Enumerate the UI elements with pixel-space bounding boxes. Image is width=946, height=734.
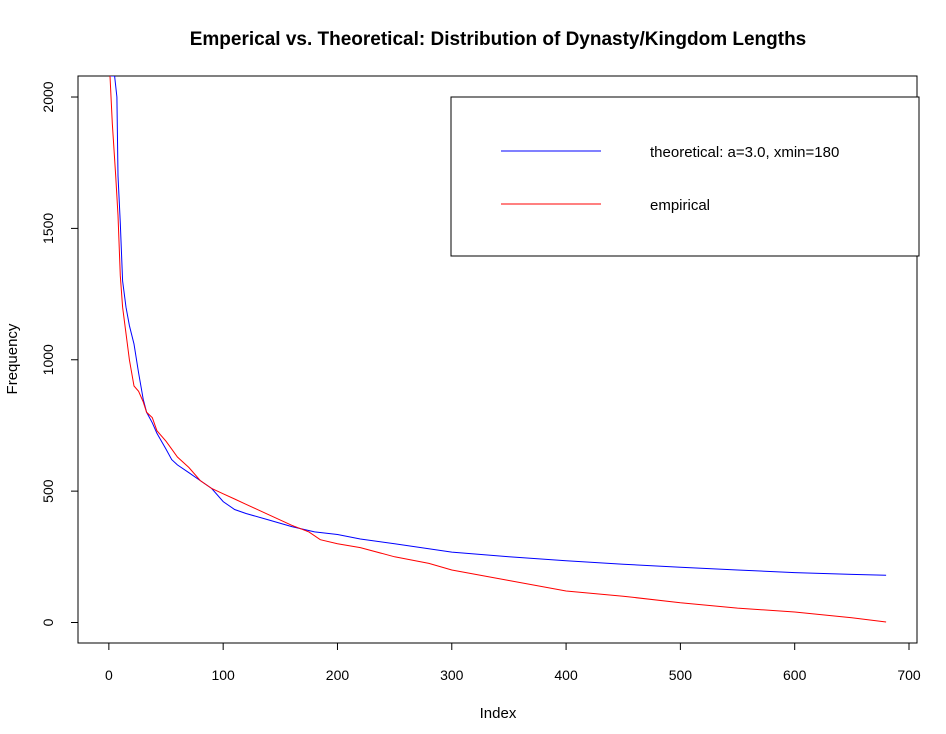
x-axis: 0 100 200 300 400 500 600 700 (105, 643, 921, 683)
chart-title: Emperical vs. Theoretical: Distribution … (190, 29, 807, 50)
x-tick-label: 100 (211, 667, 235, 683)
legend-label-theoretical: theoretical: a=3.0, xmin=180 (650, 144, 839, 161)
x-tick-label: 400 (554, 667, 578, 683)
y-tick-label: 500 (40, 479, 56, 503)
x-tick-label: 700 (897, 667, 921, 683)
x-tick-label: 600 (783, 667, 807, 683)
x-tick-label: 500 (669, 667, 693, 683)
y-axis-label: Frequency (4, 323, 21, 394)
legend-label-empirical: empirical (650, 197, 710, 214)
y-tick-label: 2000 (40, 81, 56, 112)
x-tick-label: 200 (326, 667, 350, 683)
y-axis: 0 500 1000 1500 2000 (40, 81, 78, 626)
series-line-empirical (109, 76, 887, 623)
y-tick-label: 0 (40, 618, 56, 626)
x-tick-label: 300 (440, 667, 464, 683)
series-layer (109, 76, 887, 623)
y-tick-label: 1000 (40, 344, 56, 375)
x-axis-label: Index (480, 705, 517, 722)
legend: theoretical: a=3.0, xmin=180 empirical (450, 96, 920, 257)
legend-box (450, 96, 920, 257)
y-tick-label: 1500 (40, 213, 56, 244)
x-tick-label: 0 (105, 667, 113, 683)
